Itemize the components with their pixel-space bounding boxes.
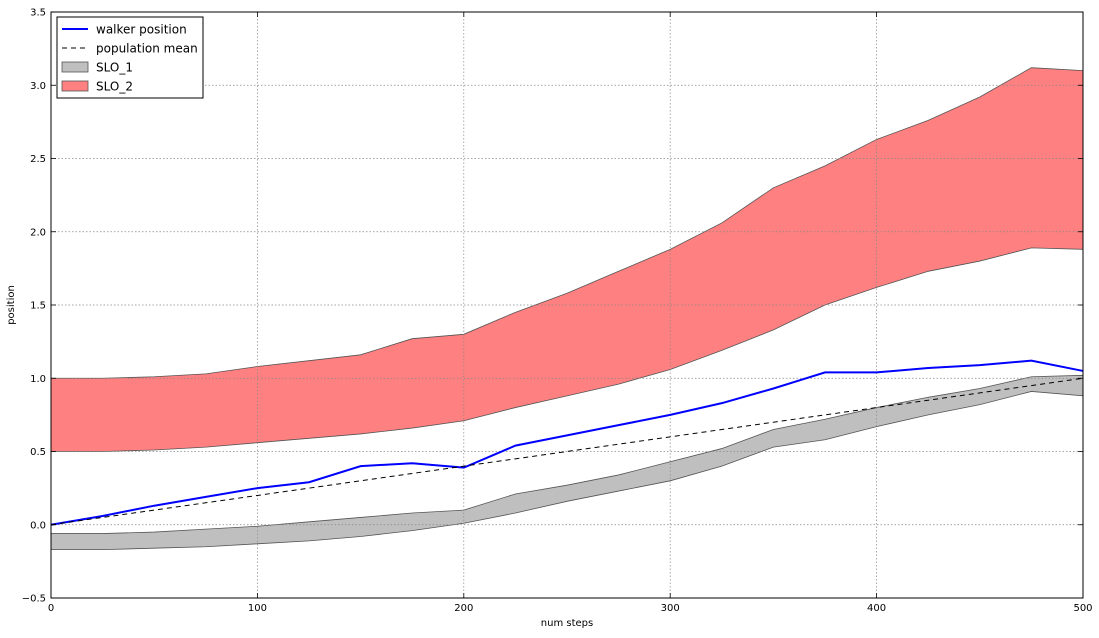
bands-layer	[50, 67, 1084, 551]
ticks-layer: 0 100 200 300 400 500 −0.5 0.0 0.5 1.0 1.5 2.0 2.5 3.…	[22, 8, 1093, 615]
x-tick-label: 200	[454, 603, 473, 614]
y-tick-label: −0.5	[22, 594, 46, 605]
y-tick-label: 0.5	[30, 447, 46, 458]
x-tick-label: 400	[867, 603, 886, 614]
y-tick-label: 0.0	[30, 520, 46, 531]
legend-label: SLO_2	[96, 80, 133, 94]
y-tick-label: 2.0	[30, 227, 46, 238]
y-tick-label: 1.0	[30, 374, 46, 385]
lines-layer	[50, 359, 1084, 526]
grid-layer	[51, 12, 1083, 598]
x-axis-label: num steps	[541, 618, 593, 629]
series-line-walker-position	[50, 359, 1084, 526]
legend-swatch	[61, 61, 89, 73]
legend-label: population mean	[96, 42, 198, 56]
legend: walker position population mean SLO_1 SLO_2	[56, 16, 204, 99]
y-axis-label: position	[6, 285, 17, 325]
band-slo-2	[50, 67, 1084, 452]
legend-label: SLO_1	[96, 61, 133, 75]
y-tick-label: 3.0	[30, 81, 46, 92]
x-tick-label: 0	[48, 603, 54, 614]
y-tick-label: 1.5	[30, 301, 46, 312]
x-tick-label: 300	[661, 603, 680, 614]
series-line-population-mean	[50, 377, 1084, 526]
x-tick-label: 100	[248, 603, 267, 614]
legend-swatch	[61, 80, 89, 92]
x-tick-label: 500	[1073, 603, 1092, 614]
legend-label: walker position	[96, 23, 187, 37]
y-tick-label: 2.5	[30, 154, 46, 165]
y-tick-label: 3.5	[30, 8, 46, 19]
